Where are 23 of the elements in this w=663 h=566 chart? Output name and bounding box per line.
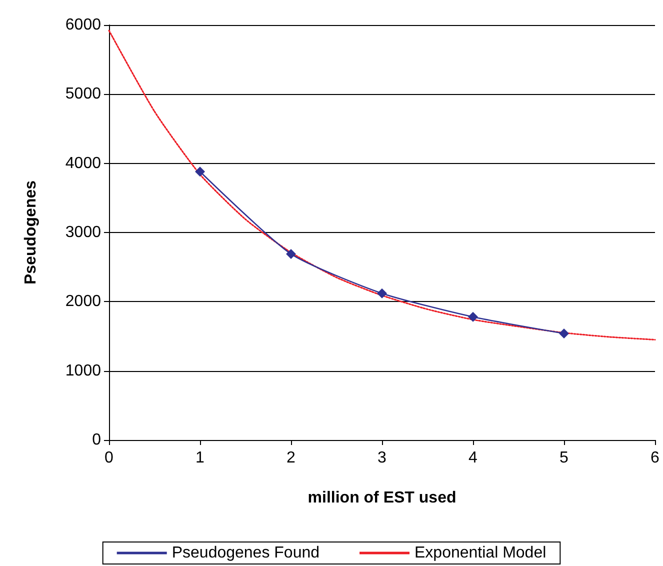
x-tick-label: 2 [286, 450, 296, 466]
y-tick-label: 3000 [65, 224, 102, 241]
y-tick-label: 0 [92, 432, 102, 448]
y-axis-title: Pseudogenes [22, 180, 40, 285]
y-tick-label: 1000 [65, 362, 102, 380]
y-tick-label: 5000 [65, 86, 102, 103]
y-tick-label: 6000 [65, 16, 102, 34]
x-tick-label: 1 [196, 450, 205, 466]
point [468, 312, 478, 322]
point [377, 288, 387, 298]
x-tick-label: 6 [650, 450, 660, 466]
x-tick-label: 5 [560, 450, 569, 466]
point [286, 248, 296, 259]
x-tick-label: 0 [104, 450, 114, 466]
x-tick-label: 3 [378, 450, 387, 466]
y-tick-label: 2000 [65, 293, 102, 310]
point [195, 166, 205, 177]
legend-label: Exponential Model [414, 544, 546, 562]
point [559, 328, 569, 338]
x-axis-title: million of EST used [308, 490, 456, 506]
y-tick-label: 4000 [65, 154, 102, 172]
legend-label: Pseudogenes Found [172, 544, 320, 562]
x-tick-label: 4 [468, 450, 478, 466]
